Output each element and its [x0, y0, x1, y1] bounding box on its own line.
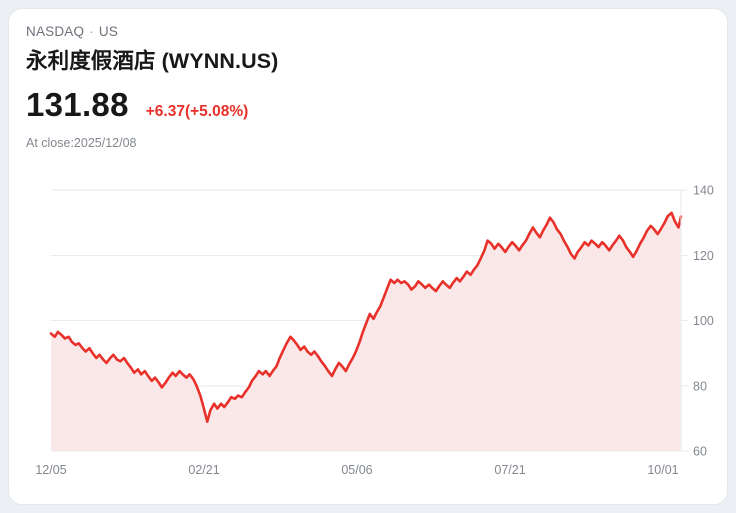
y-axis-label: 80	[693, 379, 707, 393]
exchange-name: NASDAQ	[26, 24, 85, 39]
company-name: 永利度假酒店 (WYNN.US)	[26, 49, 279, 73]
chart-area-fill	[51, 212, 681, 451]
chart-x-axis-labels: 12/05 02/21 05/06 07/21 10/01	[35, 463, 678, 477]
price-chart[interactable]: 60 80 100 120 140 12/05 02/21 05/06 07/21 10/01	[9, 169, 728, 499]
quote-header: NASDAQ · US 永利度假酒店 (WYNN.US) 131.88 +6.37(…	[26, 23, 717, 151]
stock-quote-card: NASDAQ · US 永利度假酒店 (WYNN.US) 131.88 +6.37(…	[8, 8, 728, 505]
price-change: +6.37(+5.08%)	[145, 103, 249, 120]
y-axis-label: 140	[693, 184, 714, 198]
y-axis-label: 120	[693, 249, 714, 263]
x-axis-label: 07/21	[494, 463, 525, 477]
y-axis-label: 60	[693, 445, 707, 459]
market-status: At close:2025/12/08	[26, 136, 137, 150]
price-row: 131.88 +6.37(+5.08%)	[26, 86, 717, 124]
exchange-row: NASDAQ · US	[26, 23, 717, 41]
chart-y-axis-labels: 60 80 100 120 140	[693, 184, 714, 459]
chart-price-line	[49, 211, 683, 423]
x-axis-label: 10/01	[647, 463, 678, 477]
area-fill-path	[51, 212, 681, 451]
x-axis-label: 02/21	[188, 463, 219, 477]
price-chart-svg[interactable]: 60 80 100 120 140 12/05 02/21 05/06 07/21 10/01	[9, 169, 728, 499]
x-axis-label: 05/06	[341, 463, 372, 477]
region-label: US	[98, 24, 119, 39]
exchange-separator: ·	[89, 24, 94, 39]
price-line-path	[49, 211, 683, 423]
last-price: 131.88	[26, 86, 129, 123]
x-axis-label: 12/05	[35, 463, 66, 477]
y-axis-label: 100	[693, 314, 714, 328]
